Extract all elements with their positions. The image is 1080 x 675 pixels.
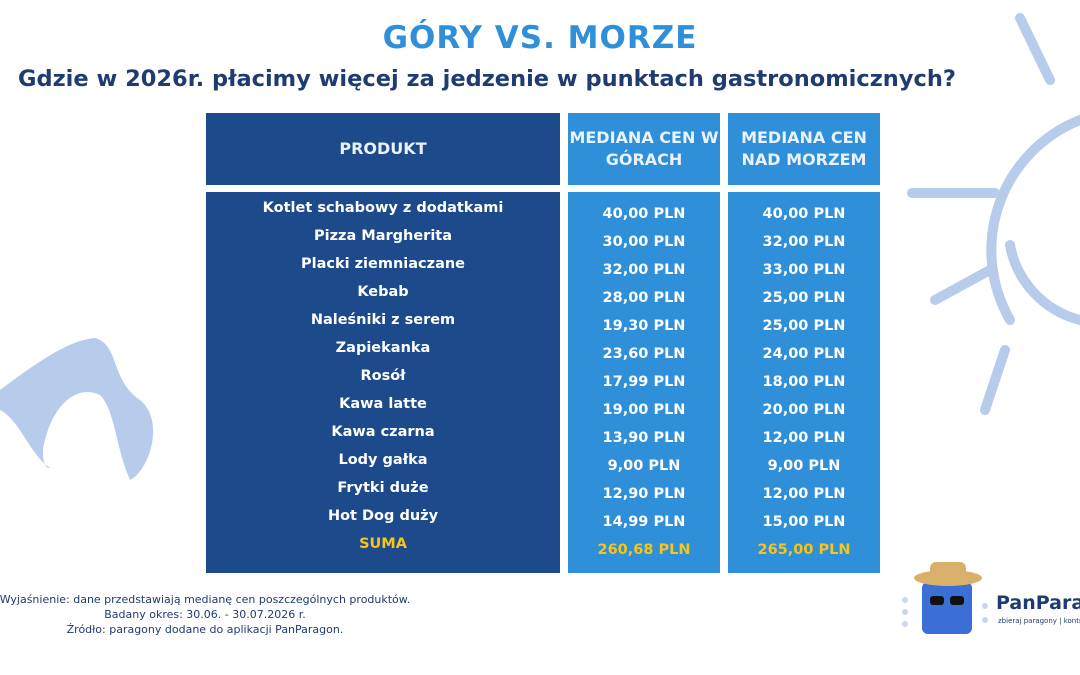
cell: 40,00 PLN xyxy=(602,206,686,222)
header-cell: MEDIANA CEN NAD MORZEM xyxy=(728,113,880,185)
title: GÓRY VS. MORZE xyxy=(382,20,698,56)
column: 40,00 PLN 30,00 PLN 32,00 PLN 28,00 PLN 19,3… xyxy=(568,192,720,573)
cell: 19,00 PLN xyxy=(602,402,686,418)
column: Kotlet schabowy z dodatkami Pizza Margher… xyxy=(206,192,560,573)
header-text: MEDIANA CEN W GÓRACH xyxy=(569,128,719,169)
cell: 15,00 PLN xyxy=(762,514,846,530)
cell: 30,00 PLN xyxy=(602,234,686,250)
cell: 13,90 PLN xyxy=(602,430,686,446)
total-cell: 260,68 PLN xyxy=(597,542,691,558)
header-cell: MEDIANA CEN W GÓRACH xyxy=(568,113,720,185)
mountain xyxy=(0,338,154,480)
sun-ray xyxy=(930,265,995,305)
cell: 33,00 PLN xyxy=(762,262,846,278)
cell: 18,00 PLN xyxy=(762,374,846,390)
cell: 32,00 PLN xyxy=(602,262,686,278)
cell: Kebab xyxy=(357,284,409,300)
cell: 14,99 PLN xyxy=(602,514,686,530)
cell: Rosół xyxy=(360,368,406,384)
sun-arc xyxy=(986,115,1080,325)
logo-name: PanParagon xyxy=(996,592,1080,614)
cell: 40,00 PLN xyxy=(762,206,846,222)
total-cell: 265,00 PLN xyxy=(757,542,851,558)
header-text: MEDIANA CEN NAD MORZEM xyxy=(741,128,867,169)
cell: Kotlet schabowy z dodatkami xyxy=(262,200,504,216)
cell: 20,00 PLN xyxy=(762,402,846,418)
cell: 24,00 PLN xyxy=(762,346,846,362)
cell: Kawa latte xyxy=(339,396,427,412)
cell: 23,60 PLN xyxy=(602,346,686,362)
footnote: Badany okres: 30.06. - 30.07.2026 r. xyxy=(104,608,306,621)
cell: Zapiekanka xyxy=(335,340,431,356)
sun-ray xyxy=(980,345,1010,415)
cell: Naleśniki z serem xyxy=(310,312,456,328)
sun-ray xyxy=(1015,13,1055,85)
cell: 19,30 PLN xyxy=(602,318,686,334)
cell: 25,00 PLN xyxy=(762,290,846,306)
cell: Hot Dog duży xyxy=(327,508,439,524)
cell: Kawa czarna xyxy=(331,424,435,440)
cell: 32,00 PLN xyxy=(762,234,846,250)
cell: 9,00 PLN xyxy=(767,458,841,474)
total-cell: SUMA xyxy=(359,536,407,552)
logo-tagline: zbieraj paragony | kontroluj wydatki xyxy=(998,617,1080,625)
cell: 12,00 PLN xyxy=(762,430,846,446)
subtitle: Gdzie w 2026r. płacimy więcej za jedzeni… xyxy=(18,66,956,92)
footnote: Źródło: paragony dodane do aplikacji Pan… xyxy=(66,623,344,636)
cell: Lody gałka xyxy=(338,452,428,468)
cell: Placki ziemniaczane xyxy=(300,256,466,272)
cell: 28,00 PLN xyxy=(602,290,686,306)
footnote: Wyjaśnienie: dane przedstawiają medianę … xyxy=(0,593,411,606)
header-cell: PRODUKT xyxy=(206,113,560,185)
header-text: PRODUKT xyxy=(339,139,427,158)
column: 40,00 PLN 32,00 PLN 33,00 PLN 25,00 PLN 25,0… xyxy=(728,192,880,573)
cell: 12,00 PLN xyxy=(762,486,846,502)
cell: Pizza Margherita xyxy=(313,228,453,244)
logo-mascot xyxy=(902,562,988,634)
cell: 9,00 PLN xyxy=(607,458,681,474)
cell: Frytki duże xyxy=(337,480,429,496)
cell: 12,90 PLN xyxy=(602,486,686,502)
cell: 17,99 PLN xyxy=(602,374,686,390)
sun-arc xyxy=(1005,240,1080,325)
cell: 25,00 PLN xyxy=(762,318,846,334)
